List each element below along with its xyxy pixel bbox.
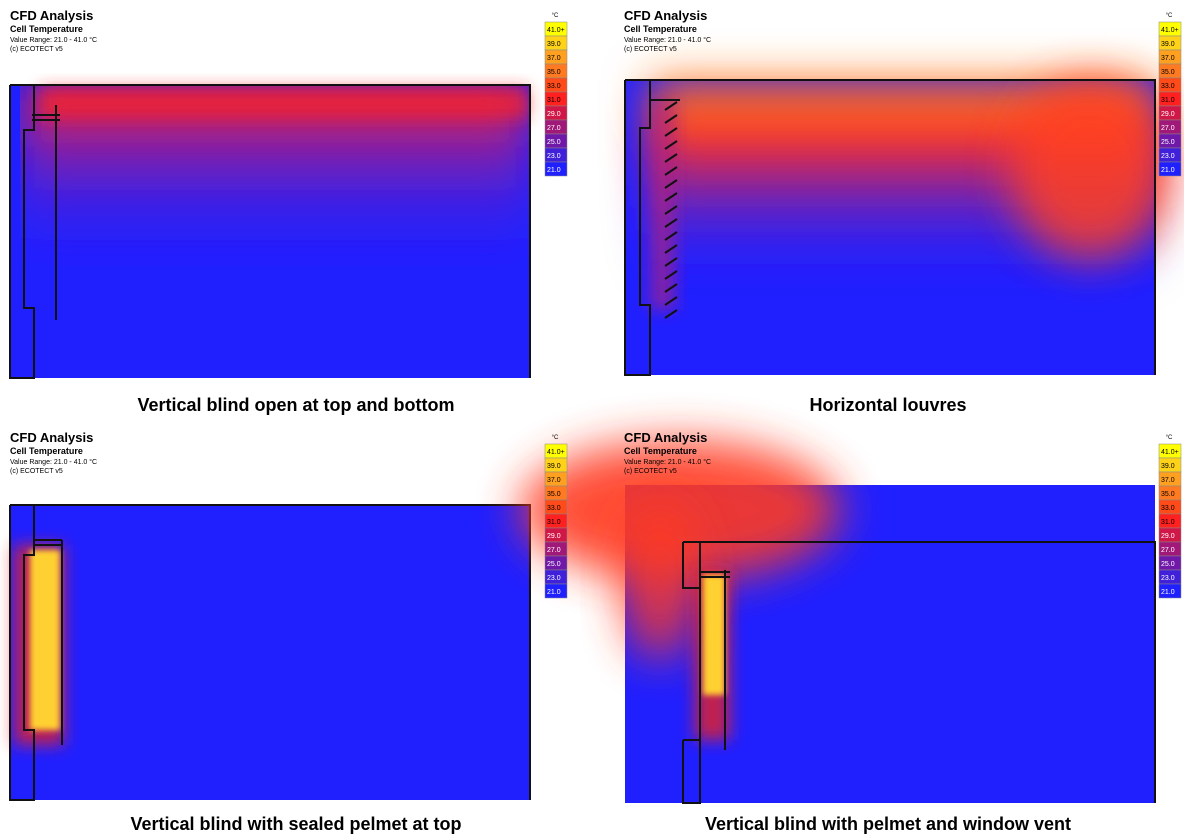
caption: Vertical blind open at top and bottom — [137, 395, 454, 415]
legend-label: 33.0 — [1161, 505, 1175, 512]
legend-swatch — [544, 161, 568, 177]
value-range: Value Range: 21.0 - 41.0 °C — [624, 458, 711, 466]
credit: (c) ECOTECT v5 — [10, 468, 63, 475]
legend-label: 21.0 — [1161, 589, 1175, 596]
legend-label: 33.0 — [547, 505, 561, 512]
legend-label: 31.0 — [1161, 519, 1175, 526]
legend-label: 21.0 — [1161, 167, 1175, 174]
legend-label: 27.0 — [1161, 547, 1175, 554]
caption: Vertical blind with pelmet and window ve… — [705, 814, 1071, 834]
panel-title: CFD Analysis — [10, 430, 93, 445]
legend-label: 37.0 — [547, 55, 561, 62]
legend-unit: °C — [1166, 435, 1173, 441]
value-range: Value Range: 21.0 - 41.0 °C — [10, 458, 97, 466]
panel-title: CFD Analysis — [10, 8, 93, 23]
heatmap — [9, 84, 531, 379]
legend-swatch — [1158, 161, 1182, 177]
legend-label: 25.0 — [1161, 139, 1175, 146]
heatmap — [624, 79, 1170, 376]
legend-label: 39.0 — [547, 41, 561, 48]
legend-label: 25.0 — [547, 139, 561, 146]
caption: Vertical blind with sealed pelmet at top — [130, 814, 461, 834]
legend-label: 39.0 — [1161, 41, 1175, 48]
value-range: Value Range: 21.0 - 41.0 °C — [10, 36, 97, 44]
credit: (c) ECOTECT v5 — [624, 46, 677, 53]
legend-label: 29.0 — [547, 111, 561, 118]
legend-label: 29.0 — [547, 533, 561, 540]
legend-label: 23.0 — [547, 575, 561, 582]
legend-label: 27.0 — [1161, 125, 1175, 132]
legend-label: 37.0 — [1161, 55, 1175, 62]
caption: Horizontal louvres — [809, 395, 966, 415]
legend-label: 31.0 — [547, 97, 561, 104]
legend-label: 37.0 — [1161, 477, 1175, 484]
heatmap — [520, 440, 1156, 804]
legend-label: 29.0 — [1161, 111, 1175, 118]
panel-subtitle: Cell Temperature — [624, 446, 697, 456]
panel-title: CFD Analysis — [624, 430, 707, 445]
legend-label: 27.0 — [547, 547, 561, 554]
legend-label: 41.0+ — [1161, 27, 1179, 34]
legend-swatch — [544, 583, 568, 599]
legend-label: 39.0 — [547, 463, 561, 470]
legend-label: 41.0+ — [547, 27, 565, 34]
legend-label: 33.0 — [1161, 83, 1175, 90]
panel-subtitle: Cell Temperature — [624, 24, 697, 34]
legend-label: 27.0 — [547, 125, 561, 132]
credit: (c) ECOTECT v5 — [10, 46, 63, 53]
legend-label: 33.0 — [547, 83, 561, 90]
heatmap — [9, 504, 531, 801]
panel-title: CFD Analysis — [624, 8, 707, 23]
legend-unit: °C — [552, 435, 559, 441]
legend-label: 37.0 — [547, 477, 561, 484]
legend-label: 25.0 — [1161, 561, 1175, 568]
legend-label: 35.0 — [547, 69, 561, 76]
legend-label: 21.0 — [547, 167, 561, 174]
legend-label: 29.0 — [1161, 533, 1175, 540]
value-range: Value Range: 21.0 - 41.0 °C — [624, 36, 711, 44]
legend-label: 31.0 — [547, 519, 561, 526]
legend-label: 23.0 — [1161, 575, 1175, 582]
legend-label: 35.0 — [1161, 69, 1175, 76]
legend-label: 21.0 — [547, 589, 561, 596]
panel-subtitle: Cell Temperature — [10, 24, 83, 34]
legend-label: 23.0 — [1161, 153, 1175, 160]
legend-label: 35.0 — [1161, 491, 1175, 498]
legend-label: 31.0 — [1161, 97, 1175, 104]
legend-unit: °C — [552, 13, 559, 19]
legend-label: 41.0+ — [547, 449, 565, 456]
credit: (c) ECOTECT v5 — [624, 468, 677, 475]
legend-label: 41.0+ — [1161, 449, 1179, 456]
legend-label: 35.0 — [547, 491, 561, 498]
panel-subtitle: Cell Temperature — [10, 446, 83, 456]
legend-swatch — [1158, 583, 1182, 599]
legend-label: 25.0 — [547, 561, 561, 568]
legend-label: 23.0 — [547, 153, 561, 160]
legend-unit: °C — [1166, 13, 1173, 19]
legend-label: 39.0 — [1161, 463, 1175, 470]
